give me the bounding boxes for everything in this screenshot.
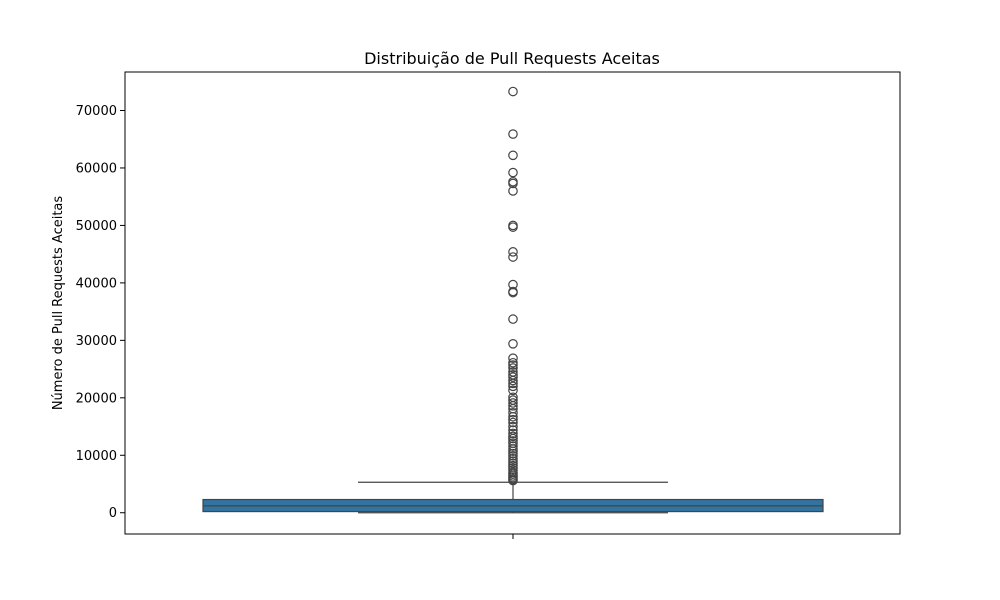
outlier-point — [508, 150, 518, 161]
outlier-point — [508, 178, 518, 189]
outlier-point — [508, 378, 518, 389]
y-tick-label: 30000 — [76, 334, 117, 349]
outlier-point — [508, 428, 518, 439]
outlier-point — [508, 353, 518, 363]
y-tick-label: 10000 — [76, 449, 117, 464]
outlier-point — [508, 338, 518, 349]
chart-title: Distribuição de Pull Requests Aceitas — [364, 49, 660, 68]
outlier-point — [508, 372, 518, 382]
outlier-point — [508, 167, 518, 178]
outlier-point — [508, 287, 518, 298]
outlier-point — [508, 414, 518, 425]
outlier-point — [508, 385, 518, 396]
y-tick-label: 40000 — [76, 276, 117, 291]
outlier-point — [508, 86, 518, 97]
outlier-point — [508, 247, 518, 257]
y-tick-label: 20000 — [76, 391, 117, 406]
y-tick-label: 60000 — [76, 161, 117, 176]
outlier-point — [508, 314, 518, 324]
outlier-point — [508, 411, 518, 422]
outlier-point — [508, 252, 518, 262]
y-tick-label: 70000 — [76, 104, 117, 119]
outlier-point — [508, 186, 518, 196]
outlier-point — [508, 129, 518, 139]
outlier-point — [508, 417, 518, 428]
y-axis-ticks: 0 10000 20000 30000 40000 50000 60000 70000 — [76, 104, 125, 521]
y-tick-label: 50000 — [76, 219, 117, 234]
outlier-point — [508, 360, 518, 370]
outlier-point — [508, 441, 518, 451]
outlier-point — [508, 363, 518, 373]
y-axis-label: Número de Pull Requests Aceitas — [51, 196, 66, 411]
outlier-point — [508, 375, 518, 386]
outlier-point — [508, 381, 518, 392]
outlier-point — [508, 401, 518, 411]
y-tick-label: 0 — [109, 506, 117, 521]
outlier-point — [508, 222, 518, 232]
outlier-point — [508, 407, 518, 418]
outlier-point — [508, 451, 518, 461]
outlier-point — [508, 398, 518, 408]
outlier-point — [508, 475, 518, 486]
outlier-points — [508, 86, 518, 486]
outlier-point — [508, 421, 518, 432]
box-element — [202, 481, 824, 514]
